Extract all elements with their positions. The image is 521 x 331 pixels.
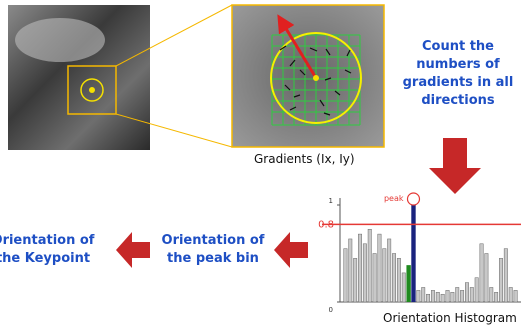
peak-circle bbox=[407, 193, 419, 205]
bar bbox=[397, 258, 400, 302]
bar bbox=[373, 254, 376, 303]
center bbox=[313, 75, 319, 81]
bar bbox=[392, 254, 395, 303]
bar bbox=[451, 292, 454, 302]
bar bbox=[504, 249, 507, 302]
bar bbox=[353, 258, 356, 302]
y-tick-label: 1 bbox=[329, 197, 333, 205]
peak-label: peak bbox=[384, 194, 404, 203]
bar bbox=[465, 283, 468, 302]
bar bbox=[402, 273, 405, 302]
bar bbox=[436, 292, 439, 302]
keypoint-text: Orientation of the Keypoint bbox=[0, 232, 108, 268]
peak-bin-text: Orientation of the peak bin bbox=[148, 232, 278, 268]
left-arrow bbox=[274, 232, 308, 268]
bar bbox=[456, 287, 459, 302]
bar bbox=[349, 239, 352, 302]
bar bbox=[475, 278, 478, 302]
bar bbox=[431, 290, 434, 302]
bar bbox=[383, 249, 386, 302]
bar bbox=[406, 265, 410, 302]
bar bbox=[378, 234, 381, 302]
bar bbox=[499, 258, 502, 302]
bar bbox=[460, 290, 463, 302]
bar bbox=[494, 292, 497, 302]
bar bbox=[417, 290, 420, 302]
photo-hat bbox=[15, 18, 105, 62]
bar bbox=[490, 287, 493, 302]
bar bbox=[358, 234, 361, 302]
bar bbox=[485, 254, 488, 303]
bar bbox=[446, 290, 449, 302]
bar bbox=[344, 249, 347, 302]
count-text: Count the numbers of gradients in all di… bbox=[398, 38, 518, 110]
bar bbox=[368, 229, 371, 302]
histogram-caption: Orientation Histogram bbox=[383, 311, 517, 325]
down-arrow bbox=[429, 138, 481, 194]
bar bbox=[509, 287, 512, 302]
bar bbox=[514, 290, 517, 302]
gradients-caption: Gradients (Ix, Iy) bbox=[254, 152, 355, 166]
bar bbox=[480, 244, 483, 302]
keypoint bbox=[89, 87, 95, 93]
bar bbox=[426, 294, 429, 302]
y-tick-label: 0 bbox=[329, 306, 333, 314]
diagram: 0 1 0.8 peak Count the numbers of gradients… bbox=[0, 0, 521, 331]
bar bbox=[422, 287, 425, 302]
bar bbox=[470, 287, 473, 302]
left-arrow bbox=[116, 232, 150, 268]
bar bbox=[411, 205, 415, 302]
bar bbox=[441, 294, 444, 302]
bar bbox=[363, 244, 366, 302]
threshold-label: 0.8 bbox=[318, 219, 334, 230]
bar bbox=[387, 239, 390, 302]
